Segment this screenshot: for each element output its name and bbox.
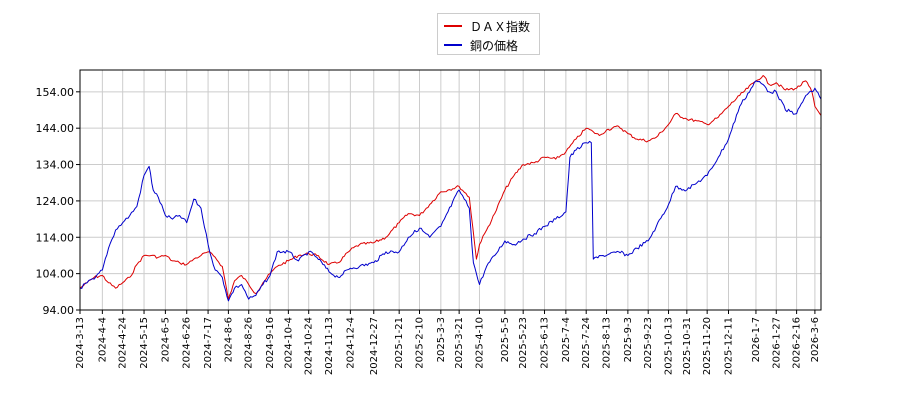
copper-price-line (79, 80, 822, 302)
x-tick-label: 2026-1-27 (771, 317, 782, 369)
x-tick-label: 2026-2-16 (792, 317, 803, 369)
x-tick-label: 2025-6-13 (540, 317, 551, 369)
x-tick-label: 2025-11-20 (702, 317, 713, 375)
x-tick-label: 2025-10-31 (682, 317, 693, 375)
x-tick-label: 2024-11-13 (324, 317, 335, 375)
x-tick-label: 2024-9-16 (265, 317, 276, 369)
x-tick-label: 2024-7-17 (203, 317, 214, 369)
y-tick-label: 134.00 (36, 159, 75, 172)
x-tick-label: 2025-2-10 (414, 317, 425, 369)
x-tick-label: 2024-12-27 (369, 317, 380, 375)
y-tick-label: 144.00 (36, 122, 75, 135)
x-tick-label: 2024-5-15 (139, 317, 150, 369)
grid (79, 70, 821, 311)
x-tick-label: 2025-8-13 (602, 317, 613, 369)
y-tick-label: 94.00 (43, 304, 75, 317)
legend-item-dax: ＤＡＸ指数 (444, 17, 530, 35)
x-tick-label: 2024-4-4 (97, 317, 108, 362)
dax-index-line (79, 75, 822, 300)
legend-swatch-dax (444, 25, 462, 27)
x-tick-label: 2025-1-21 (394, 317, 405, 369)
y-tick-label: 114.00 (36, 231, 75, 244)
x-tick-label: 2024-6-26 (182, 317, 193, 369)
legend-item-copper: 銅の価格 (444, 36, 518, 54)
series-lines (79, 75, 822, 302)
x-tick-label: 2025-4-10 (474, 317, 485, 369)
x-tick-label: 2025-10-13 (664, 317, 675, 375)
x-tick-label: 2024-8-26 (244, 317, 255, 369)
x-tick-label: 2025-5-5 (500, 317, 511, 362)
legend-swatch-copper (444, 44, 462, 46)
x-tick-label: 2025-9-23 (643, 317, 654, 369)
x-tick-label: 2024-10-4 (283, 317, 294, 369)
x-tick-label: 2024-4-24 (118, 317, 129, 369)
axes: 94.00 104.00 114.00 124.00 134.00 144.00 154.0… (36, 69, 822, 375)
x-tick-label: 2025-3-3 (436, 317, 447, 362)
plot-frame (79, 69, 822, 311)
y-tick-label: 124.00 (36, 195, 75, 208)
y-tick-label: 104.00 (36, 268, 75, 281)
legend-label-copper: 銅の価格 (470, 38, 519, 53)
x-tick-label: 2025-3-21 (454, 317, 465, 369)
legend-label-dax: ＤＡＸ指数 (470, 19, 531, 34)
x-tick-label: 2025-5-23 (518, 317, 529, 369)
legend: ＤＡＸ指数 銅の価格 (437, 13, 540, 55)
x-tick-label: 2025-7-4 (561, 317, 572, 362)
x-tick-label: 2025-12-11 (724, 317, 735, 375)
x-tick-label: 2024-8-6 (223, 317, 234, 362)
x-tick-label: 2026-3-6 (810, 317, 821, 362)
x-tick-label: 2024-3-13 (75, 317, 86, 369)
x-tick-label: 2024-12-4 (345, 317, 356, 369)
x-tick-label: 2024-6-5 (160, 317, 171, 362)
y-tick-label: 154.00 (36, 86, 75, 99)
x-tick-label: 2025-9-3 (623, 317, 634, 362)
x-tick-label: 2024-10-24 (304, 317, 315, 375)
x-tick-label: 2025-7-24 (581, 317, 592, 369)
x-tick-label: 2026-1-7 (751, 317, 762, 362)
